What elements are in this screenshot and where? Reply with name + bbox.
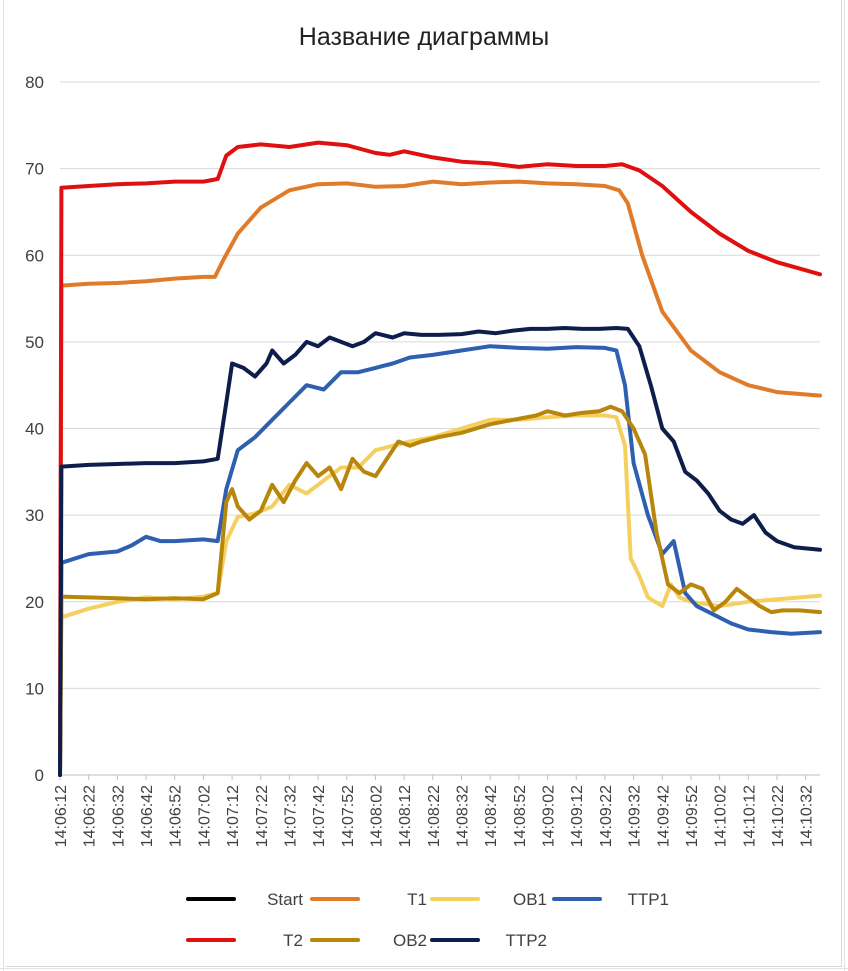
- series-line-ob2: [58, 404, 822, 777]
- x-tick-label: 14:08:02: [368, 785, 385, 847]
- x-tick-label: 14:06:12: [53, 785, 70, 847]
- line-chart: Название диаграммы 0 10 20 30 40 50 60 70 80 14:…: [25, 23, 822, 950]
- x-tick-label: 14:07:12: [225, 785, 242, 847]
- legend-item-start[interactable]: Start: [186, 890, 303, 909]
- x-tick-label: 14:07:52: [340, 785, 357, 847]
- legend-item-ttp1[interactable]: TTP1: [552, 890, 669, 909]
- x-tick-label: 14:07:32: [282, 785, 299, 847]
- legend-label: T2: [283, 931, 303, 950]
- y-tick-label: 10: [25, 679, 44, 698]
- legend-item-t1[interactable]: T1: [310, 890, 427, 909]
- legend-item-ttp2[interactable]: TTP2: [430, 931, 547, 950]
- x-tick-label: 14:06:22: [82, 785, 99, 847]
- y-tick-label: 60: [25, 246, 44, 265]
- x-tick-label: 14:10:12: [741, 785, 758, 847]
- x-tick-label: 14:07:02: [196, 785, 213, 847]
- x-tick-label: 14:07:42: [311, 785, 328, 847]
- series-line-ttp2: [58, 326, 822, 777]
- y-tick-label: 20: [25, 593, 44, 612]
- x-tick-label: 14:10:22: [770, 785, 787, 847]
- y-tick-label: 80: [25, 73, 44, 92]
- chart-title: Название диаграммы: [299, 23, 549, 51]
- x-tick-label: 14:09:42: [655, 785, 672, 847]
- chart-area[interactable]: Название диаграммы 0 10 20 30 40 50 60 70 80 14:…: [6, 0, 842, 967]
- y-tick-label: 30: [25, 506, 44, 525]
- x-tick-label: 14:07:22: [254, 785, 271, 847]
- x-tick-label: 14:06:32: [110, 785, 127, 847]
- x-tick-label: 14:10:02: [713, 785, 730, 847]
- legend-label: T1: [407, 890, 427, 909]
- y-tick-label: 0: [35, 766, 44, 785]
- legend-label: TTP1: [627, 890, 669, 909]
- series-line-t1: [58, 179, 822, 777]
- x-tick-label: 14:08:42: [483, 785, 500, 847]
- x-tick-label: 14:06:52: [168, 785, 185, 847]
- grid-lines: [60, 81, 820, 776]
- x-tick-label: 14:09:02: [541, 785, 558, 847]
- legend[interactable]: Start T1 OB1 TTP1 T2 OB2 TTP2: [186, 890, 669, 950]
- x-tick-label: 14:08:32: [455, 785, 472, 847]
- x-tick-label: 14:09:12: [569, 785, 586, 847]
- series-lines: [58, 140, 822, 777]
- legend-item-ob2[interactable]: OB2: [310, 931, 427, 950]
- legend-item-ob1[interactable]: OB1: [430, 890, 547, 909]
- x-axis-ticks: 14:06:12 14:06:22 14:06:32 14:06:42 14:06:52…: [53, 775, 816, 847]
- x-tick-label: 14:09:32: [627, 785, 644, 847]
- series-line-t2: [58, 140, 822, 777]
- y-tick-label: 40: [25, 420, 44, 439]
- x-tick-label: 14:08:22: [426, 785, 443, 847]
- y-tick-label: 70: [25, 160, 44, 179]
- y-axis-ticks: 0 10 20 30 40 50 60 70 80: [25, 73, 44, 785]
- x-tick-label: 14:08:52: [512, 785, 529, 847]
- x-tick-label: 14:08:12: [397, 785, 414, 847]
- legend-label: Start: [267, 890, 303, 909]
- y-tick-label: 50: [25, 333, 44, 352]
- series-line-ttp1: [58, 344, 822, 777]
- legend-label: OB2: [393, 931, 427, 950]
- x-tick-label: 14:09:22: [598, 785, 615, 847]
- legend-label: TTP2: [505, 931, 547, 950]
- x-tick-label: 14:10:32: [799, 785, 816, 847]
- x-tick-label: 14:09:52: [684, 785, 701, 847]
- x-tick-label: 14:06:42: [139, 785, 156, 847]
- legend-item-t2[interactable]: T2: [186, 931, 303, 950]
- legend-label: OB1: [513, 890, 547, 909]
